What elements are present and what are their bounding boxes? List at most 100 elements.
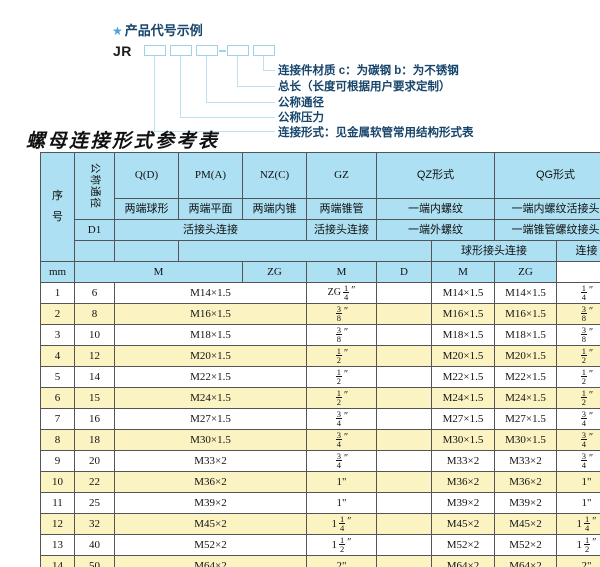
spec-table: 序号 公称通径 Q(D) PM(A) NZ(C) GZ QZ形式 QG形式 两端… (40, 152, 600, 567)
header-unit-zg-gz: ZG (242, 261, 307, 283)
cell-qz-m (376, 366, 432, 388)
cell-seq: 7 (40, 408, 75, 430)
whole-number: 1 (576, 517, 583, 530)
cell-qg-zg: 1 1 2 ″ (556, 534, 600, 556)
cell-seq: 1 (40, 282, 75, 304)
cell-nominal-dia: 50 (74, 555, 115, 567)
header-unit-m-left: M (74, 261, 243, 283)
cell-seq: 5 (40, 366, 75, 388)
table-row: 8 18 M30×1.5 3 4 ″ M30×1.5 M30×1.5 3 4 ″ (40, 429, 600, 451)
cell-nominal-dia: 18 (74, 429, 115, 451)
table-row: 13 40 M52×2 1 1 2 ″ M52×2 M52×2 1 1 2 ″ (40, 534, 600, 556)
table-row: 5 14 M22×1.5 1 2 ″ M22×1.5 M22×1.5 1 2 ″ (40, 366, 600, 388)
leader-line-2-v (180, 56, 182, 118)
header-mm: mm (40, 261, 75, 283)
inch-mark: ″ (344, 453, 349, 465)
header-nominal-dia-text: 公称通径 (88, 163, 101, 209)
cell-gz: 3 4 ″ (306, 408, 377, 430)
cell-qg-zg: 1 1 4 ″ (556, 513, 600, 535)
cell-qg-zg: 3 8 ″ (556, 303, 600, 325)
cell-seq: 12 (40, 513, 75, 535)
header-row-connect: D1 活接头连接 活接头连接 一端外螺纹 一端锥管螺纹接头 (41, 219, 600, 241)
cell-qz-m (376, 450, 432, 472)
code-separator-dash (219, 50, 226, 52)
cell-qg-zg: 1 2 ″ (556, 366, 600, 388)
spec-table-body: 1 6 M14×1.5 ZG 1 4 ″ M14×1.5 M14×1.5 1 4 ″ 2 8 M16×1.5… (40, 282, 600, 567)
code-box-2 (170, 45, 192, 56)
cell-nominal-dia: 15 (74, 387, 115, 409)
header-unit-m-qg: M (431, 261, 495, 283)
cell-seq: 4 (40, 345, 75, 367)
header-desc-nzc: 两端内锥 (242, 198, 307, 220)
cell-qg-m: M24×1.5 (494, 387, 557, 409)
table-row: 3 10 M18×1.5 3 8 ″ M18×1.5 M18×1.5 3 8 ″ (40, 324, 600, 346)
whole-number: 1 (576, 538, 583, 551)
inch-value: 1" (581, 475, 592, 488)
inch-value: 2" (581, 559, 592, 567)
cell-gz: 1 2 ″ (306, 387, 377, 409)
spec-table-wrap: 序号 公称通径 Q(D) PM(A) NZ(C) GZ QZ形式 QG形式 两端… (40, 152, 600, 567)
cell-nominal-dia: 10 (74, 324, 115, 346)
cell-qz-m (376, 324, 432, 346)
cell-seq: 14 (40, 555, 75, 567)
cell-thread-m: M24×1.5 (114, 387, 307, 409)
inch-mark: ″ (589, 432, 594, 444)
cell-gz: 3 8 ″ (306, 324, 377, 346)
cell-nominal-dia: 20 (74, 450, 115, 472)
cell-qg-zg: 3 8 ″ (556, 324, 600, 346)
cell-qg-zg: 3 4 ″ (556, 408, 600, 430)
header-qg-line2: 一端锥管螺纹接头 (494, 219, 600, 241)
whole-number: 1 (331, 538, 338, 551)
inch-value: 2" (336, 559, 347, 567)
cell-nominal-dia: 16 (74, 408, 115, 430)
cell-gz: 1" (306, 471, 377, 493)
header-group-pma: PM(A) (178, 152, 243, 199)
cell-qz-d: M22×1.5 (431, 366, 495, 388)
leader-line-5-v (263, 56, 265, 71)
table-row: 7 16 M27×1.5 3 4 ″ M27×1.5 M27×1.5 3 4 ″ (40, 408, 600, 430)
header-group-qz: QZ形式 (376, 152, 495, 199)
product-code-diagram: ★ 产品代号示例 JR 连接件材质 c：为碳钢 b：为不锈钢 总长（长度可根据用户… (0, 0, 600, 139)
leader-line-1-h (154, 131, 275, 133)
header-row-units-cn: mm M ZG M D M ZG (40, 261, 600, 283)
inch-mark: ″ (589, 411, 594, 423)
table-row: 1 6 M14×1.5 ZG 1 4 ″ M14×1.5 M14×1.5 1 4 ″ (40, 282, 600, 304)
cell-thread-m: M22×1.5 (114, 366, 307, 388)
inch-value: 1" (336, 475, 347, 488)
cell-qg-zg: 3 4 ″ (556, 450, 600, 472)
cell-nominal-dia: 6 (74, 282, 115, 304)
cell-qg-m: M45×2 (494, 513, 557, 535)
cell-qz-m (376, 408, 432, 430)
cell-nominal-dia: 25 (74, 492, 115, 514)
cell-qg-m: M33×2 (494, 450, 557, 472)
cell-thread-m: M20×1.5 (114, 345, 307, 367)
cell-qz-m (376, 282, 432, 304)
inch-mark: ″ (589, 348, 594, 360)
table-row: 10 22 M36×2 1" M36×2 M36×2 1" (40, 471, 600, 493)
header-connect-left: 活接头连接 (114, 219, 307, 241)
cell-nominal-dia: 14 (74, 366, 115, 388)
table-row: 12 32 M45×2 1 1 4 ″ M45×2 M45×2 1 1 4 ″ (40, 513, 600, 535)
header-qz-line3: 球形接头连接 (431, 240, 557, 262)
header-d1: D1 (74, 219, 115, 241)
cell-qg-m: M16×1.5 (494, 303, 557, 325)
cell-qz-m (376, 345, 432, 367)
table-row: 9 20 M33×2 3 4 ″ M33×2 M33×2 3 4 ″ (40, 450, 600, 472)
cell-qz-m (376, 471, 432, 493)
cell-qg-zg: 2" (556, 555, 600, 567)
table-row: 11 25 M39×2 1" M39×2 M39×2 1" (40, 492, 600, 514)
table-title: 螺母连接形式参考表 (26, 131, 220, 152)
inch-mark: ″ (344, 390, 349, 402)
cell-seq: 6 (40, 387, 75, 409)
cell-qz-d: M52×2 (431, 534, 495, 556)
cell-qz-m (376, 513, 432, 535)
cell-qg-m: M39×2 (494, 492, 557, 514)
cell-qz-m (376, 534, 432, 556)
